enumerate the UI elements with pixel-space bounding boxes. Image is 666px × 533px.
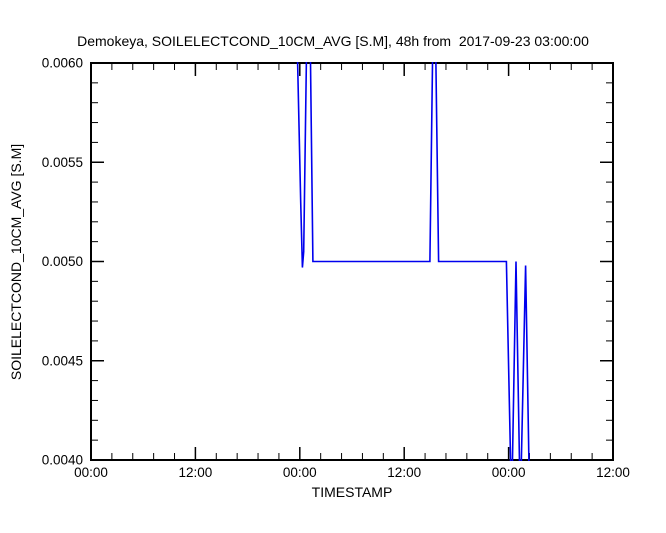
x-axis-label: TIMESTAMP (311, 484, 393, 500)
y-tick-label: 0.0045 (42, 353, 83, 368)
y-tick-label: 0.0050 (42, 254, 83, 269)
chart-title: Demokeya, SOILELECTCOND_10CM_AVG [S.M], … (77, 33, 589, 49)
data-line (296, 62, 530, 461)
x-tick-label: 12:00 (596, 465, 630, 480)
x-tick-label: 12:00 (179, 465, 213, 480)
y-tick-label: 0.0060 (42, 56, 83, 71)
x-tick-label: 00:00 (283, 465, 317, 480)
y-tick-label: 0.0055 (42, 155, 83, 170)
x-tick-label: 00:00 (74, 465, 108, 480)
y-tick-label: 0.0040 (42, 453, 83, 468)
x-tick-label: 12:00 (387, 465, 421, 480)
x-tick-label: 00:00 (492, 465, 526, 480)
